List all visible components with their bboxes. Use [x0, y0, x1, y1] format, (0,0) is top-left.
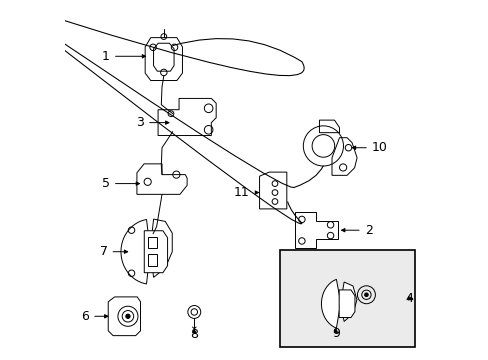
- Text: 4: 4: [405, 292, 412, 305]
- Text: 9: 9: [331, 327, 339, 340]
- Text: 3: 3: [136, 116, 168, 129]
- Circle shape: [364, 293, 367, 297]
- Text: 5: 5: [102, 177, 139, 190]
- Polygon shape: [137, 164, 187, 194]
- Polygon shape: [319, 120, 339, 133]
- Bar: [280, 250, 414, 347]
- Text: 1: 1: [102, 50, 145, 63]
- Text: 8: 8: [190, 328, 198, 341]
- Text: 2: 2: [341, 224, 372, 237]
- Polygon shape: [321, 279, 356, 328]
- Text: 6: 6: [81, 310, 108, 323]
- Text: 11: 11: [234, 186, 258, 199]
- Polygon shape: [331, 138, 356, 175]
- Polygon shape: [145, 38, 182, 81]
- Text: 7: 7: [99, 245, 127, 258]
- Polygon shape: [294, 212, 337, 248]
- Polygon shape: [144, 231, 167, 273]
- Polygon shape: [259, 172, 286, 209]
- Bar: [147, 253, 156, 266]
- Polygon shape: [158, 98, 216, 135]
- Circle shape: [125, 314, 130, 319]
- Polygon shape: [121, 219, 172, 284]
- Text: 10: 10: [352, 141, 387, 154]
- Polygon shape: [339, 290, 354, 318]
- Polygon shape: [108, 297, 140, 336]
- Bar: [147, 237, 156, 248]
